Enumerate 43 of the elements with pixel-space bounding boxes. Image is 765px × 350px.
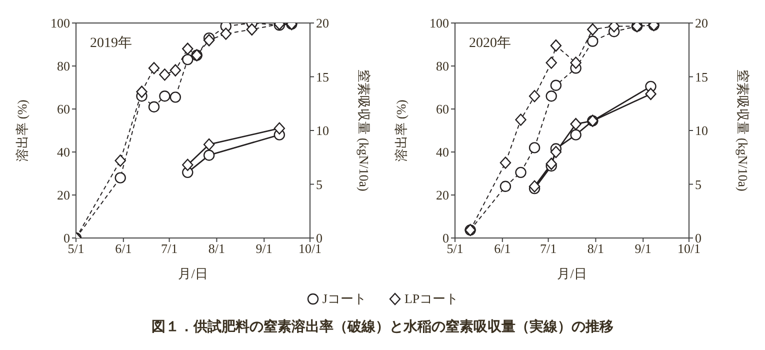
y2-tick-label: 20 xyxy=(695,16,708,31)
y2-tick-label: 10 xyxy=(695,123,708,138)
y2-tick-label: 20 xyxy=(316,16,329,31)
x-tick-label: 5/1 xyxy=(68,241,84,256)
x-tick-label: 9/1 xyxy=(634,241,652,256)
y2-axis-title: 窒素吸収量 (kgN/10a) xyxy=(735,70,750,192)
legend-label: Jコート xyxy=(322,290,366,308)
annotation: 2020年 xyxy=(469,34,511,52)
x-axis-title: 月/日 xyxy=(557,266,587,281)
x-tick-label: 6/1 xyxy=(494,241,511,256)
y-axis-title: 溶出率 (%) xyxy=(14,100,30,162)
y2-tick-label: 15 xyxy=(695,69,708,84)
y2-tick-label: 15 xyxy=(316,69,329,84)
y-tick-label: 80 xyxy=(57,58,70,74)
x-tick-label: 7/1 xyxy=(540,241,557,256)
y-tick-label: 20 xyxy=(57,188,70,203)
y2-tick-label: 5 xyxy=(316,176,322,192)
x-tick-label: 9/1 xyxy=(256,241,272,256)
x-tick-label: 5/1 xyxy=(446,241,464,256)
legend-label: LPコート xyxy=(404,290,459,308)
y-tick-label: 0 xyxy=(64,230,70,246)
y-tick-label: 40 xyxy=(57,144,70,160)
caption: 図１．供試肥料の窒素溶出率（破線）と水稲の窒素吸収量（実線）の推移 xyxy=(150,318,614,336)
x-tick-label: 8/1 xyxy=(587,241,604,256)
y-tick-label: 100 xyxy=(50,16,70,31)
y-tick-label: 60 xyxy=(436,102,449,117)
y-tick-label: 20 xyxy=(436,188,449,203)
x-axis-title: 月/日 xyxy=(178,266,208,281)
y-axis-title: 溶出率 (%) xyxy=(394,100,409,162)
x-tick-label: 10/1 xyxy=(298,241,322,256)
y2-tick-label: 10 xyxy=(316,123,329,138)
y-tick-label: 40 xyxy=(436,144,449,160)
y-tick-label: 0 xyxy=(442,230,449,246)
x-tick-label: 6/1 xyxy=(115,241,132,256)
x-tick-label: 7/1 xyxy=(160,241,178,256)
x-tick-label: 10/1 xyxy=(677,241,701,256)
annotation: 2019年 xyxy=(90,34,132,52)
y-tick-label: 80 xyxy=(436,58,449,74)
x-tick-label: 8/1 xyxy=(208,241,226,256)
y2-axis-title: 窒素吸収量 (kgN/10a) xyxy=(356,70,372,192)
y-tick-label: 100 xyxy=(430,16,449,31)
y2-tick-label: 5 xyxy=(695,176,702,192)
y-tick-label: 60 xyxy=(57,102,70,117)
